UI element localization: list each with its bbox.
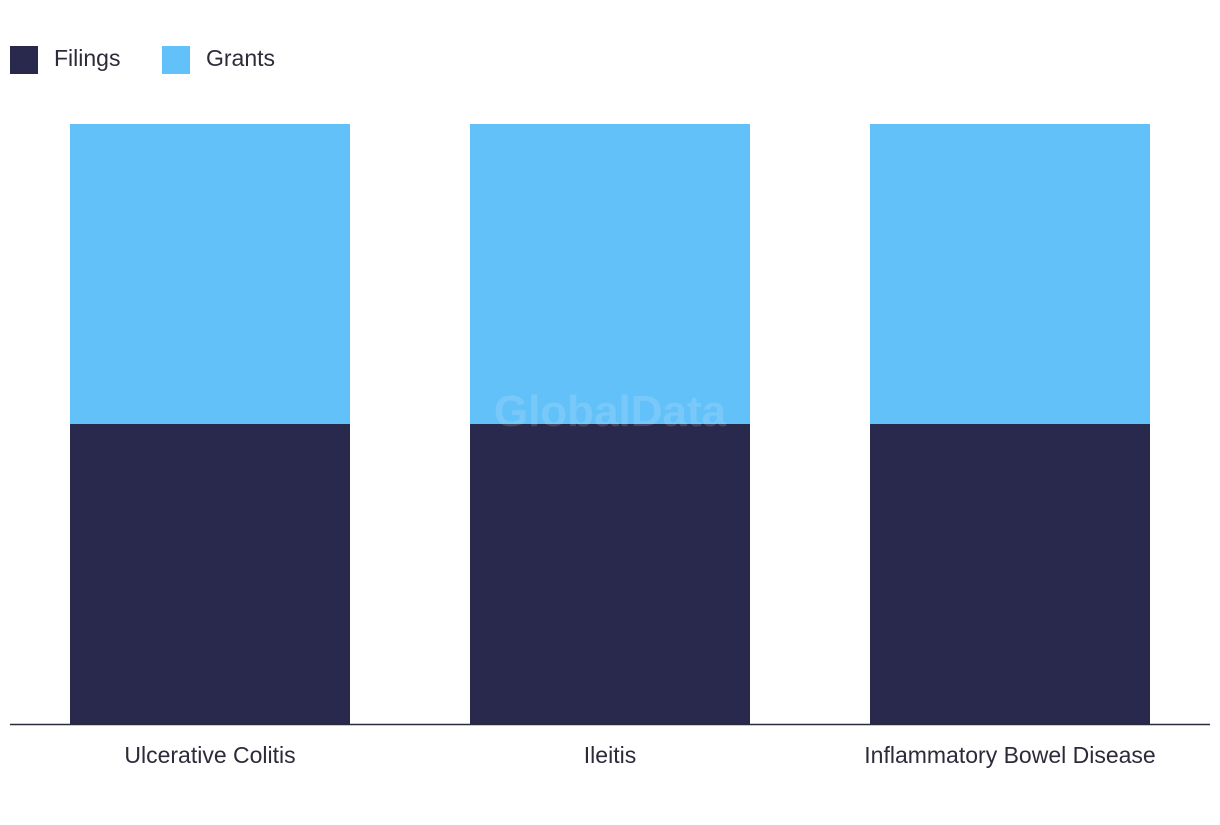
legend: Filings Grants bbox=[10, 45, 275, 74]
x-tick-label-inflammatory-bowel-disease: Inflammatory Bowel Disease bbox=[864, 742, 1155, 768]
bar-grants-ileitis bbox=[470, 124, 750, 424]
bar-filings-ulcerative-colitis bbox=[70, 424, 350, 724]
legend-swatch-filings bbox=[10, 46, 38, 74]
bar-filings-inflammatory-bowel-disease bbox=[870, 424, 1150, 724]
bar-filings-ileitis bbox=[470, 424, 750, 724]
legend-label-grants: Grants bbox=[206, 45, 275, 71]
bars bbox=[70, 124, 1150, 724]
x-tick-label-ileitis: Ileitis bbox=[584, 742, 636, 768]
bar-grants-inflammatory-bowel-disease bbox=[870, 124, 1150, 424]
x-axis-tick-labels: Ulcerative Colitis Ileitis Inflammatory Bo… bbox=[124, 742, 1155, 768]
legend-label-filings: Filings bbox=[54, 45, 120, 71]
x-tick-label-ulcerative-colitis: Ulcerative Colitis bbox=[124, 742, 295, 768]
watermark: GlobalData bbox=[494, 387, 727, 436]
bar-grants-ulcerative-colitis bbox=[70, 124, 350, 424]
legend-swatch-grants bbox=[162, 46, 190, 74]
